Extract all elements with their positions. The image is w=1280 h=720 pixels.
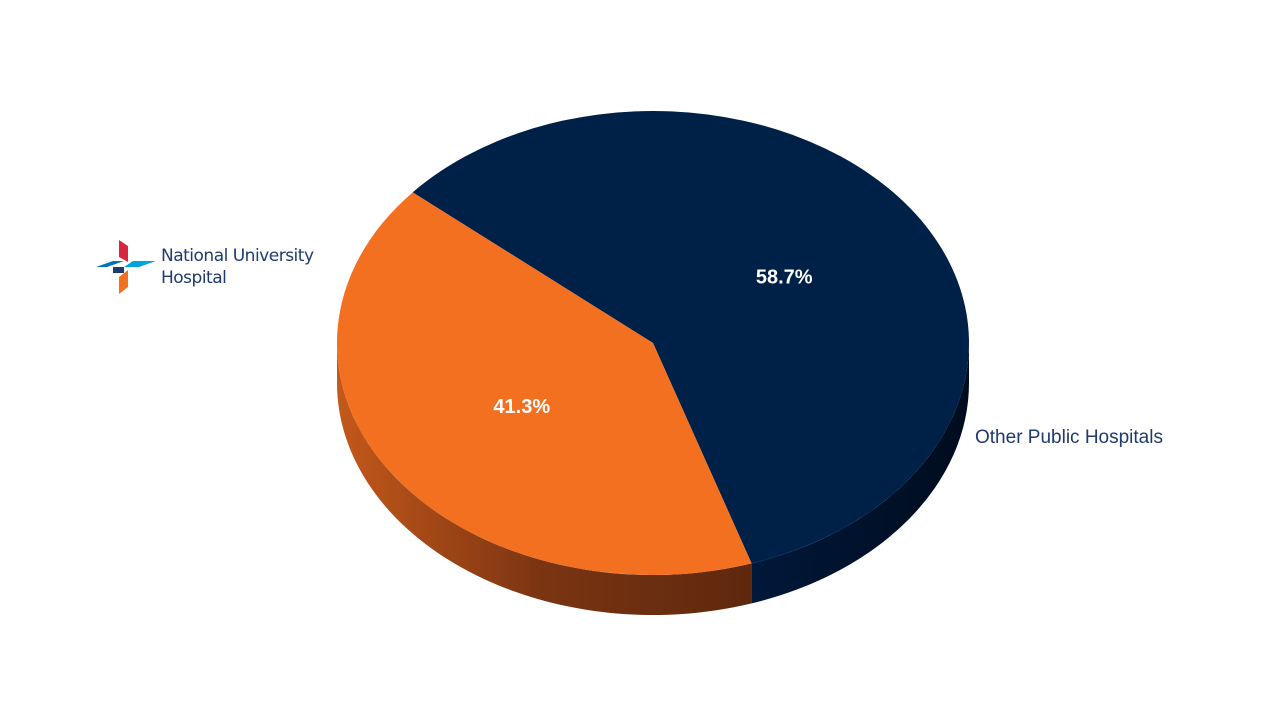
slice bbox=[412, 111, 970, 564]
pie: 58.7% 41.3% Other Public Hospitals bbox=[336, 111, 1163, 616]
data-label: 41.3% bbox=[493, 396, 550, 418]
logo-icon bbox=[96, 240, 156, 294]
slice-side bbox=[751, 343, 969, 604]
data-label: 58.7% bbox=[756, 267, 813, 289]
legend-label: National University Hospital bbox=[161, 246, 314, 288]
legend-label: Other Public Hospitals bbox=[975, 427, 1163, 448]
slice-side bbox=[337, 343, 752, 616]
slice bbox=[336, 192, 752, 576]
